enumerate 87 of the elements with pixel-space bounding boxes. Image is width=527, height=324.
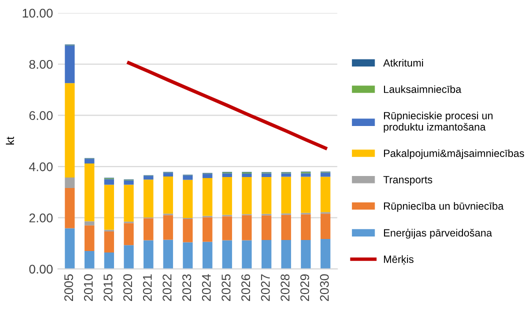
bar [222,240,232,269]
x-tick-label: 2028 [280,274,290,301]
x-tick-label: 2026 [241,274,250,301]
bar [202,174,212,178]
bar [64,228,75,269]
bar [104,179,114,185]
bar [262,240,272,269]
y-tick-label: 10.00 [22,8,53,18]
bar [300,176,311,213]
x-tick-label: 2024 [202,274,211,301]
bar [124,223,134,246]
x-tick-label: 2021 [142,274,152,301]
bar [281,214,292,240]
x-tick-label: 2029 [300,274,310,301]
bar [84,251,94,269]
y-tick-label: 0.00 [29,264,53,274]
legend-label: Mērķis [384,255,414,266]
x-tick-label: 2030 [320,274,329,301]
bar [163,176,174,214]
bar [144,240,154,269]
y-tick-label: 4.00 [29,162,53,172]
legend-label: Rūpnieciskie procesi un produktu izmantošana [384,112,493,133]
bar [182,180,193,218]
bar [281,240,292,269]
bar [104,184,114,230]
bar [163,215,174,240]
bar [64,45,75,84]
legend-label: Lauksaimniecība [384,85,462,93]
legend-label: Atkritumi [383,58,423,67]
x-tick-label: 2005 [64,274,74,301]
legend-label: Enerģijas pārveidošana [384,228,492,239]
bar [124,245,134,269]
bar [163,240,174,269]
x-tick-label: 2020 [123,274,132,301]
bar [300,173,311,177]
bar [320,172,330,177]
bar [163,172,174,177]
bar [104,252,114,269]
x-tick-label: 2023 [182,274,192,301]
bar [281,173,292,177]
bar [262,173,272,178]
bar [144,176,154,180]
bar [300,214,311,240]
bar [182,242,193,269]
y-tick-label: 6.00 [29,111,53,120]
bar [320,176,330,212]
x-tick-label: 2025 [222,274,230,301]
bar [144,218,154,240]
bar [222,216,232,240]
bar [222,173,232,178]
bar [202,217,212,242]
legend-label: Transports [383,176,432,186]
x-tick-label: 2015 [104,274,112,301]
bar [300,240,311,269]
legend-label: Rūpniecība un būvniecība [384,202,504,212]
bar [84,221,94,226]
y-tick-label: 2.00 [29,214,53,222]
bar [84,158,94,164]
bar [281,176,292,214]
legend-label: Pakalpojumi&mājsaimniecības [384,149,524,160]
bar [84,225,94,252]
bar [182,175,193,180]
bar [202,242,212,269]
bar [320,214,330,239]
bar [84,163,94,222]
bar [222,177,232,215]
bar [242,173,252,178]
bar [182,219,193,242]
bar [242,215,252,240]
x-tick-label: 2027 [260,274,270,301]
bar [262,215,272,240]
bar [242,177,252,214]
bar [320,238,330,269]
bar [202,178,212,216]
bar [262,177,272,214]
bar [64,188,75,228]
bar [64,83,75,178]
bar [242,240,252,269]
y-axis-title: kt [6,136,14,145]
x-tick-label: 2010 [84,274,93,301]
bar [124,184,134,222]
y-tick-label: 8.00 [29,60,53,69]
line-series [127,61,328,150]
x-tick-label: 2022 [162,274,172,301]
bar [64,178,75,188]
bar [104,232,114,253]
bar [144,180,154,218]
